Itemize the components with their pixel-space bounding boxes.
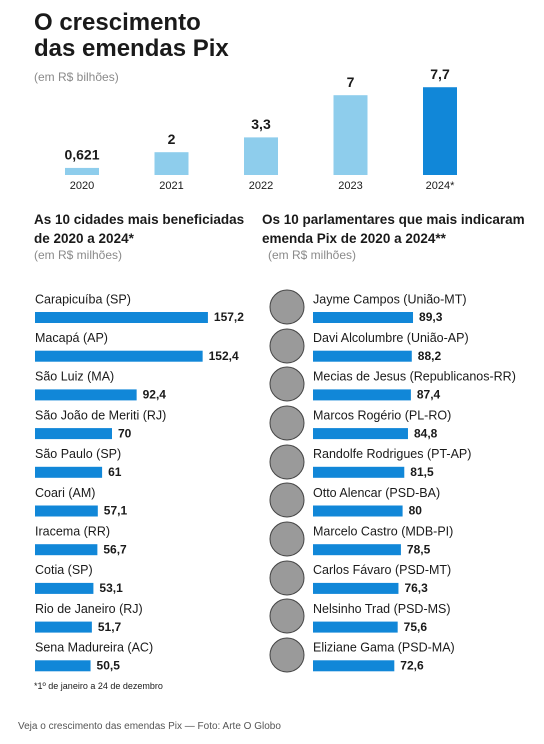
bar (313, 466, 405, 478)
section-title: Os 10 parlamentares que mais indicaram e… (262, 212, 525, 246)
x-tick-label: 2021 (159, 180, 183, 192)
x-tick-label: 2024* (426, 180, 455, 192)
main-title: O crescimento das emendas Pix (34, 9, 229, 62)
value-label: 152,4 (209, 349, 239, 363)
bar (313, 660, 395, 672)
value-label: 76,3 (404, 581, 428, 595)
bar (313, 505, 403, 517)
value-label: 70 (118, 426, 132, 440)
value-label: 92,4 (143, 388, 167, 402)
bar (35, 428, 112, 440)
bar (35, 505, 98, 517)
category-label: Sena Madureira (AC) (35, 641, 153, 655)
bar (313, 428, 408, 440)
value-label: 157,2 (214, 310, 244, 324)
value-label: 75,6 (404, 620, 428, 634)
value-label: 53,1 (99, 581, 123, 595)
value-label: 2 (168, 131, 176, 147)
bar (35, 660, 91, 672)
category-label: São João de Meriti (RJ) (35, 408, 166, 422)
bar (35, 582, 94, 594)
value-label: 50,5 (97, 658, 121, 672)
x-tick-label: 2020 (70, 180, 94, 192)
value-label: 80 (409, 504, 423, 518)
bar (35, 350, 203, 362)
bar (313, 621, 398, 633)
caption: Veja o crescimento das emendas Pix — Fot… (18, 721, 281, 732)
category-label: Carapicuíba (SP) (35, 292, 131, 306)
value-label: 3,3 (251, 116, 271, 132)
category-label: Randolfe Rodrigues (PT-AP) (313, 447, 471, 461)
bar (333, 95, 368, 175)
category-label: Mecias de Jesus (Republicanos-RR) (313, 370, 516, 384)
value-label: 87,4 (417, 388, 441, 402)
category-label: Nelsinho Trad (PSD-MS) (313, 602, 451, 616)
category-label: Otto Alencar (PSD-BA) (313, 486, 440, 500)
bar (313, 389, 411, 401)
bar (35, 389, 137, 401)
category-label: Rio de Janeiro (RJ) (35, 602, 143, 616)
category-label: Marcos Rogério (PL-RO) (313, 408, 451, 422)
category-label: Iracema (RR) (35, 524, 110, 538)
value-label: 61 (108, 465, 122, 479)
photos (269, 289, 305, 673)
subtitle: (em R$ bilhões) (34, 70, 119, 84)
x-tick-label: 2022 (249, 180, 273, 192)
bar (313, 582, 399, 594)
bar (35, 621, 92, 633)
bar (244, 137, 278, 175)
category-label: São Paulo (SP) (35, 447, 121, 461)
value-label: 72,6 (400, 658, 424, 672)
value-label: 0,621 (64, 147, 99, 163)
category-label: Eliziane Gama (PSD-MA) (313, 641, 455, 655)
bar (423, 87, 457, 175)
category-label: Macapá (AP) (35, 331, 108, 345)
value-label: 84,8 (414, 426, 438, 440)
category-label: Marcelo Castro (MDB-PI) (313, 524, 453, 538)
value-label: 78,5 (407, 542, 431, 556)
bar (313, 350, 412, 362)
category-label: Carlos Fávaro (PSD-MT) (313, 563, 451, 577)
bar (35, 466, 103, 478)
value-label: 51,7 (98, 620, 122, 634)
value-label: 89,3 (419, 310, 443, 324)
x-tick-label: 2023 (338, 180, 362, 192)
category-label: São Luiz (MA) (35, 370, 114, 384)
value-label: 57,1 (104, 504, 128, 518)
subtitle: (em R$ milhões) (268, 248, 357, 262)
subtitle: (em R$ milhões) (34, 248, 123, 262)
bar (35, 312, 208, 323)
value-label: 81,5 (410, 465, 434, 479)
category-label: Jayme Campos (União-MT) (313, 292, 467, 306)
bar (313, 544, 401, 556)
section-title: As 10 cidades mais beneficiadas de 2020 … (34, 212, 245, 246)
bar (154, 152, 189, 175)
category-label: Cotia (SP) (35, 563, 93, 577)
value-label: 7,7 (430, 66, 450, 82)
value-label: 88,2 (418, 349, 442, 363)
bar (313, 312, 414, 323)
footnote: *1º de janeiro a 24 de dezembro (34, 681, 163, 691)
category-label: Davi Alcolumbre (União-AP) (313, 331, 469, 345)
value-label: 56,7 (103, 542, 127, 556)
bar (65, 167, 99, 175)
category-label: Coari (AM) (35, 486, 95, 500)
bar (35, 544, 98, 556)
value-label: 7 (347, 74, 355, 90)
